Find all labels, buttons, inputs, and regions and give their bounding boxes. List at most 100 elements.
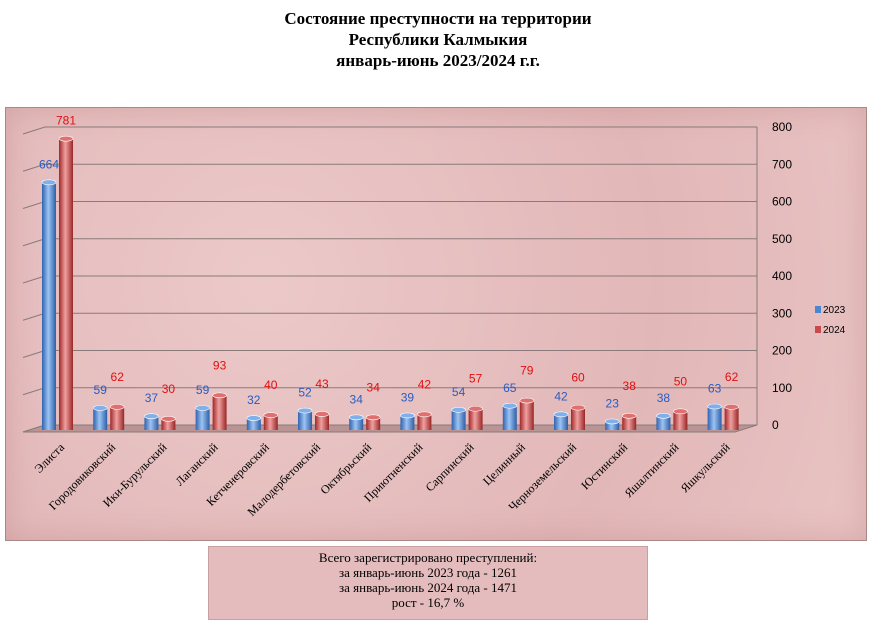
bar-2023: [400, 415, 415, 430]
summary-line-2: за январь-июнь 2023 года - 1261: [339, 565, 517, 580]
data-label-2023: 37: [145, 391, 159, 405]
bar-top-2024: [109, 404, 125, 410]
data-label-2024: 781: [56, 114, 76, 128]
bar-top-2023: [246, 415, 262, 421]
gridline-side: [22, 312, 46, 321]
bar-top-2024: [365, 414, 381, 421]
data-label-2023: 34: [350, 392, 364, 406]
data-label-2023: 32: [247, 393, 261, 407]
y-tick-label: 400: [772, 269, 792, 283]
summary-box: Всего зарегистрировано преступлений: за …: [208, 546, 648, 620]
gridline-side: [22, 238, 46, 247]
bar-top-2023: [451, 407, 466, 413]
bar-2024: [59, 138, 73, 430]
chart-title: Состояние преступности на территории Рес…: [0, 8, 876, 71]
data-label-2023: 59: [196, 383, 210, 397]
bar-top-2023: [502, 402, 518, 409]
title-line-1: Состояние преступности на территории: [284, 9, 592, 28]
bar-2024: [519, 400, 534, 430]
data-label-2024: 57: [469, 372, 483, 386]
x-tick-label: Яшкульский: [678, 440, 733, 495]
bar-2024: [315, 413, 329, 430]
data-label-2023: 39: [401, 390, 415, 404]
legend-swatch-2023: [815, 306, 821, 313]
data-label-2024: 79: [520, 364, 534, 378]
data-label-2024: 42: [418, 377, 432, 391]
bar-2024: [673, 411, 688, 430]
bar-2024: [212, 395, 227, 430]
x-tick-label: Целинный: [480, 440, 528, 488]
bar-top-2024: [621, 413, 637, 419]
bar-2024: [110, 406, 125, 430]
bar-2023: [605, 421, 620, 430]
data-label-2024: 50: [674, 374, 688, 388]
summary-line-4: рост - 16,7 %: [391, 595, 465, 610]
gridline-side: [22, 163, 46, 172]
bar-top-2023: [656, 413, 671, 419]
y-tick-label: 100: [772, 381, 792, 395]
data-label-2023: 63: [708, 382, 722, 396]
bar-top-2024: [314, 411, 330, 417]
data-label-2023: 65: [503, 381, 517, 395]
summary-line-3: за январь-июнь 2024 года - 1471: [339, 580, 517, 595]
bar-top-2023: [297, 407, 313, 414]
bar-top-2024: [212, 392, 227, 399]
data-label-2023: 38: [657, 391, 671, 405]
bar-2024: [263, 415, 278, 430]
data-label-2024: 43: [315, 377, 329, 391]
data-label-2023: 42: [554, 389, 568, 403]
bar-2024: [366, 417, 381, 430]
bar-2024: [571, 407, 585, 430]
x-tick-label: Сарпинский: [423, 440, 478, 495]
bar-top-2023: [707, 403, 722, 410]
bar-top-2024: [724, 404, 739, 410]
y-tick-label: 500: [772, 232, 792, 246]
bar-2024: [724, 406, 739, 430]
y-tick-label: 200: [772, 344, 792, 358]
bar-2023: [451, 409, 466, 430]
bar-top-2024: [519, 397, 535, 404]
title-line-3: январь-июнь 2023/2024 г.г.: [336, 51, 540, 70]
bar-top-2024: [58, 135, 74, 142]
data-label-2023: 664: [39, 157, 59, 171]
data-label-2024: 60: [571, 371, 585, 385]
bar-2023: [93, 407, 108, 430]
data-label-2024: 40: [264, 378, 278, 392]
x-tick-label: Элиста: [32, 440, 68, 476]
data-label-2024: 30: [162, 382, 176, 396]
y-tick-label: 0: [772, 418, 779, 432]
gridline-side: [22, 201, 46, 209]
bar-2023: [144, 416, 159, 430]
data-label-2024: 34: [367, 380, 381, 394]
bar-top-2023: [400, 412, 415, 419]
bar-2023: [349, 417, 364, 430]
data-label-2024: 62: [725, 370, 739, 384]
bar-2023: [554, 414, 568, 430]
legend-swatch-2024: [815, 326, 821, 333]
bar-top-2023: [144, 413, 159, 419]
bar-2023: [656, 415, 671, 430]
data-label-2023: 23: [606, 396, 620, 410]
bar-2024: [161, 418, 176, 430]
bar-top-2023: [348, 414, 364, 421]
bar-2024: [468, 408, 483, 430]
gridline-side: [22, 387, 46, 396]
bar-2024: [622, 415, 637, 430]
title-line-2: Республики Калмыкия: [348, 30, 528, 49]
bar-2023: [246, 418, 261, 430]
data-label-2023: 54: [452, 385, 466, 399]
x-tick-label: Лаганский: [173, 440, 222, 489]
bar-2023: [195, 407, 210, 430]
bar-2023: [707, 406, 722, 430]
summary-line-1: Всего зарегистрировано преступлений:: [318, 550, 538, 565]
bar-2023: [298, 410, 312, 430]
bar-top-2023: [553, 411, 569, 418]
legend-label-2023: 2023: [823, 305, 846, 316]
data-label-2024: 93: [213, 358, 227, 372]
x-tick-label: Юстинский: [578, 440, 631, 493]
bar-top-2023: [604, 418, 620, 425]
bar-top-2024: [263, 412, 279, 418]
chart-floor: [22, 424, 758, 433]
bar-2024: [417, 414, 432, 430]
